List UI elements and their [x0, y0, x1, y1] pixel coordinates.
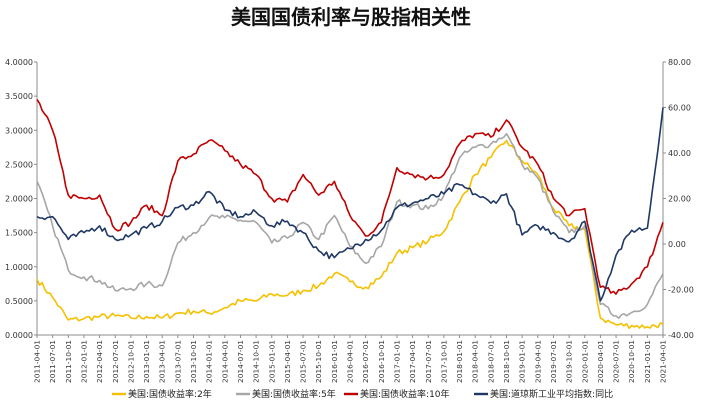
x-tick-label: 2012-01-01 [79, 340, 88, 383]
series-line-3 [36, 107, 664, 302]
chart-title: 美国国债利率与股指相关性 [231, 5, 471, 29]
series-layer [36, 99, 664, 329]
x-tick-label: 2014-10-01 [252, 340, 261, 383]
x-tick-label: 2019-07-01 [549, 340, 558, 383]
x-tick-label: 2016-07-01 [361, 340, 370, 383]
x-tick-label: 2021-04-01 [659, 340, 668, 383]
x-tick-label: 2017-04-01 [408, 340, 417, 383]
x-tick-label: 2018-04-01 [471, 340, 480, 383]
x-tick-label: 2013-07-01 [173, 340, 182, 383]
x-tick-label: 2020-07-01 [612, 340, 621, 383]
x-tick-label: 2013-10-01 [189, 340, 198, 383]
x-tick-label: 2015-10-01 [314, 340, 323, 383]
x-tick-label: 2019-10-01 [565, 340, 574, 383]
x-tick-label: 2014-01-01 [205, 340, 214, 383]
x-tick-label: 2014-04-01 [220, 340, 229, 383]
x-tick-label: 2016-01-01 [330, 340, 339, 383]
x-tick-label: 2015-07-01 [299, 340, 308, 383]
x-tick-label: 2011-07-01 [48, 340, 57, 383]
x-tick-label: 2014-07-01 [236, 340, 245, 383]
left-tick-label: 3.0000 [5, 126, 33, 135]
legend-label-0: 美国:国债收益率:2年 [128, 388, 212, 400]
x-tick-label: 2018-07-01 [486, 340, 495, 383]
x-tick-label: 2012-04-01 [95, 340, 104, 383]
legend: 美国:国债收益率:2年 美国:国债收益率:5年 美国:国债收益率:10年 美国:道琼斯… [112, 388, 613, 400]
x-tick-label: 2017-07-01 [424, 340, 433, 383]
x-tick-label: 2017-10-01 [439, 340, 448, 383]
x-tick-label: 2021-01-01 [643, 340, 652, 383]
x-tick-label: 2011-10-01 [64, 340, 73, 383]
x-tick-label: 2020-04-01 [596, 340, 605, 383]
legend-label-1: 美国:国债收益率:5年 [252, 388, 336, 400]
right-tick-label: -40.00 [668, 331, 694, 340]
x-tick-label: 2019-04-01 [533, 340, 542, 383]
x-tick-label: 2015-04-01 [283, 340, 292, 383]
right-tick-label: 20.00 [668, 195, 691, 204]
x-tick-label: 2020-10-01 [627, 340, 636, 383]
series-line-1 [36, 132, 664, 319]
x-tick-label: 2012-07-01 [111, 340, 120, 383]
series-line-2 [36, 99, 664, 295]
x-tick-label: 2016-10-01 [377, 340, 386, 383]
x-tick-label: 2019-01-01 [518, 340, 527, 383]
x-tick-label: 2013-01-01 [142, 340, 151, 383]
left-tick-label: 1.5000 [5, 229, 33, 238]
x-tick-label: 2015-01-01 [267, 340, 276, 383]
x-tick-label: 2017-01-01 [392, 340, 401, 383]
left-tick-label: 0.5000 [5, 297, 33, 306]
right-tick-label: 40.00 [668, 149, 691, 158]
left-tick-label: 1.0000 [5, 263, 33, 272]
x-tick-label: 2018-10-01 [502, 340, 511, 383]
right-tick-label: -20.00 [668, 286, 694, 295]
right-tick-label: 80.00 [668, 58, 691, 67]
left-tick-label: 0.0000 [5, 331, 33, 340]
x-tick-label: 2011-04-01 [33, 340, 42, 383]
right-tick-label: 0.00 [668, 240, 686, 249]
x-tick-label: 2018-01-01 [455, 340, 464, 383]
right-tick-label: 60.00 [668, 104, 691, 113]
x-tick-label: 2012-10-01 [126, 340, 135, 383]
legend-label-2: 美国:国债收益率:10年 [360, 388, 450, 400]
x-tick-label: 2020-01-01 [580, 340, 589, 383]
left-tick-label: 3.5000 [5, 92, 33, 101]
axes-layer: 0.0000 0.5000 1.0000 1.5000 2.0000 2.5000 3.00… [5, 58, 694, 383]
legend-label-3: 美国:道琼斯工业平均指数:同比 [490, 388, 613, 400]
left-tick-label: 2.5000 [5, 160, 33, 169]
x-tick-label: 2013-04-01 [158, 340, 167, 383]
left-tick-label: 4.0000 [5, 58, 33, 67]
series-line-0 [36, 139, 664, 329]
left-tick-label: 2.0000 [5, 195, 33, 204]
x-tick-label: 2016-04-01 [346, 340, 355, 383]
